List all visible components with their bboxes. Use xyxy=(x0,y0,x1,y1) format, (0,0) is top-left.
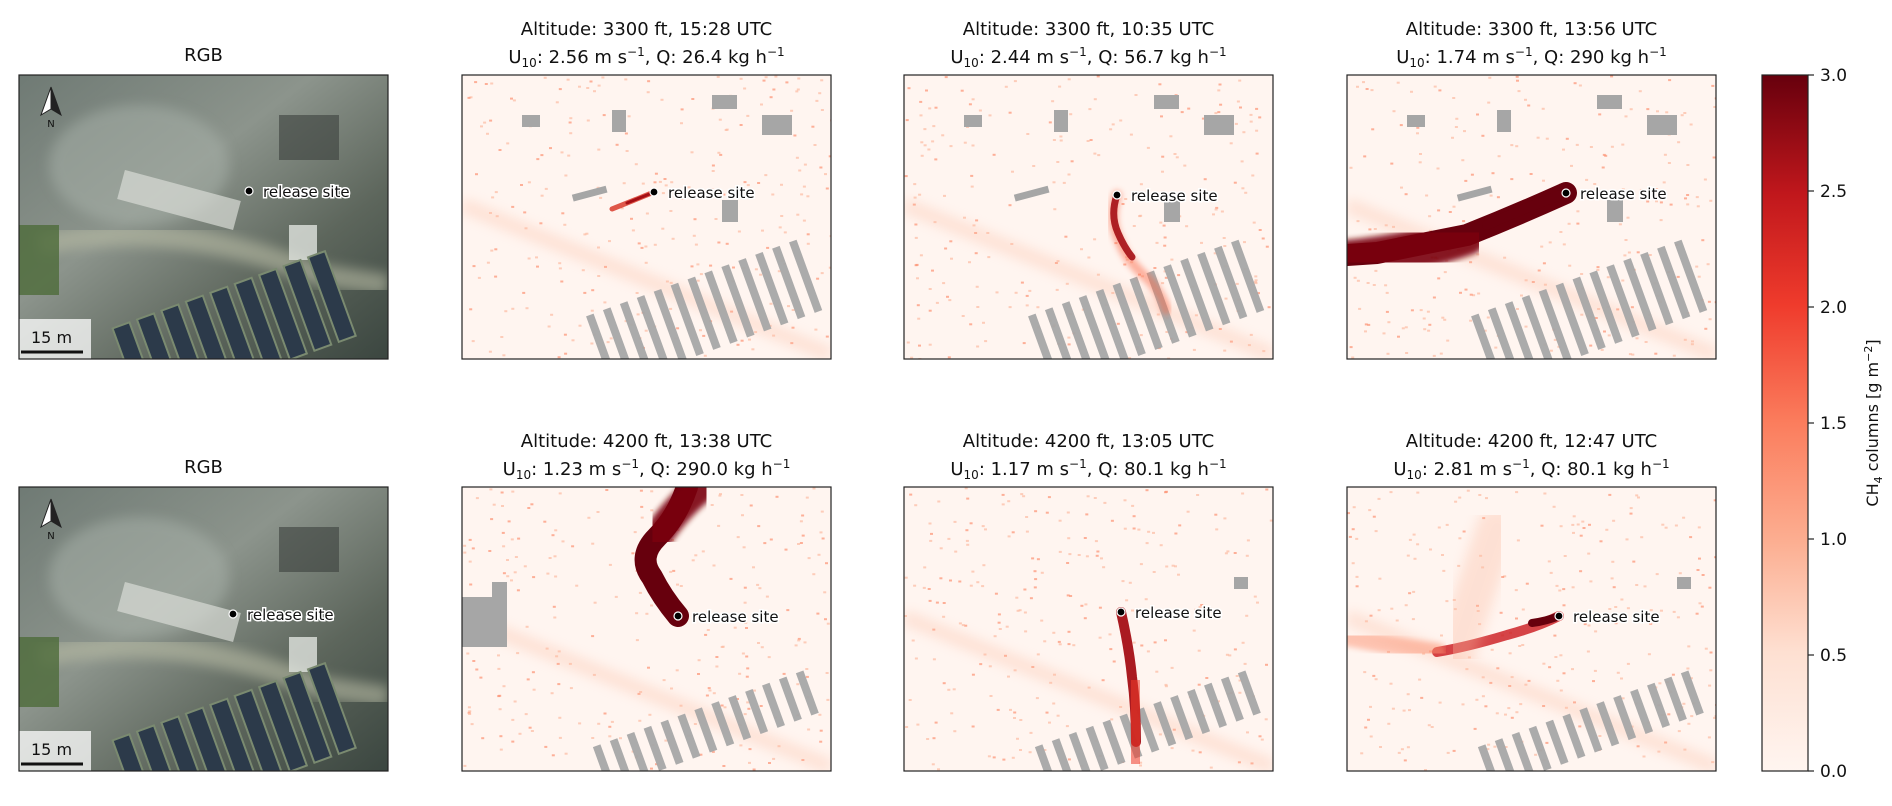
panel-frame xyxy=(461,486,832,772)
release-site-label: release site xyxy=(668,184,755,202)
no-data-mask xyxy=(1407,95,1708,359)
methane-plume xyxy=(1347,507,1564,667)
scale-bar-label: 15 m xyxy=(31,740,72,759)
ch4-panel: release site xyxy=(1346,74,1717,360)
ch4-panel: release site xyxy=(461,486,832,772)
north-label: N xyxy=(47,531,54,542)
methane-plume xyxy=(1116,607,1154,771)
panel-title: Altitude: 3300 ft, 13:56 UTC xyxy=(1406,19,1657,40)
methane-plume xyxy=(609,189,657,212)
panel-frame xyxy=(903,74,1274,360)
no-data-mask xyxy=(522,95,823,359)
ch4-panel: release site xyxy=(903,74,1274,360)
colorbar-tick-label: 1.0 xyxy=(1820,530,1847,550)
release-site-marker xyxy=(1116,607,1126,617)
ch4-panel: release site xyxy=(461,74,832,360)
solar-array xyxy=(111,661,357,771)
release-site-label: release site xyxy=(1580,185,1667,203)
methane-plume xyxy=(1108,190,1171,315)
colorbar-tick-label: 2.0 xyxy=(1820,298,1847,318)
no-data-mask xyxy=(1477,577,1704,771)
north-arrow-icon: N xyxy=(40,86,62,130)
release-site-label: release site xyxy=(1135,604,1222,622)
ch4-field xyxy=(904,487,1273,771)
ch4-panel: release site xyxy=(1346,486,1717,772)
panel-frame xyxy=(461,74,832,360)
release-site-label: release site xyxy=(1131,187,1218,205)
colorbar-tick-label: 3.0 xyxy=(1820,66,1847,86)
north-arrow-icon: N xyxy=(40,498,62,542)
noise xyxy=(904,487,1273,771)
colorbar: 0.0 0.5 1.0 1.5 2.0 2.5 3.0 CH4 columns [g m−2] xyxy=(1761,66,1885,782)
panel-subtitle: U10: 1.74 m s−1, Q: 290 kg h−1 xyxy=(1396,45,1667,70)
panel-title: RGB xyxy=(184,45,223,66)
colorbar-label: CH4 columns [g m−2] xyxy=(1862,339,1885,506)
colorbar-tick-label: 1.5 xyxy=(1820,414,1847,434)
release-site-marker xyxy=(1561,188,1571,198)
colorbar-tick-label: 0.5 xyxy=(1820,646,1847,666)
panel-frame xyxy=(1346,74,1717,360)
panel-subtitle: U10: 1.23 m s−1, Q: 290.0 kg h−1 xyxy=(503,457,791,482)
panel-subtitle: U10: 2.44 m s−1, Q: 56.7 kg h−1 xyxy=(950,45,1226,70)
release-site-marker xyxy=(1112,190,1122,200)
panel-frame xyxy=(18,74,389,360)
release-site-label: release site xyxy=(1573,608,1660,626)
panel-subtitle: U10: 1.17 m s−1, Q: 80.1 kg h−1 xyxy=(950,457,1226,482)
panel-subtitle: U10: 2.56 m s−1, Q: 26.4 kg h−1 xyxy=(508,45,784,70)
release-site-label: release site xyxy=(247,606,334,624)
panel-title: Altitude: 3300 ft, 10:35 UTC xyxy=(963,19,1214,40)
release-site-label: release site xyxy=(263,183,350,201)
methane-plume xyxy=(1347,182,1577,280)
solar-array xyxy=(111,249,357,359)
north-label: N xyxy=(47,119,54,130)
colorbar-tick-label: 0.0 xyxy=(1820,762,1847,782)
release-site-label: release site xyxy=(692,608,779,626)
no-data-mask xyxy=(964,95,1265,359)
panel-frame xyxy=(1346,486,1717,772)
release-site-marker xyxy=(228,609,238,619)
release-site-marker xyxy=(673,611,683,621)
no-data-mask xyxy=(462,582,819,771)
release-site-marker xyxy=(244,186,254,196)
panel-frame xyxy=(903,486,1274,772)
colorbar-gradient xyxy=(1761,74,1809,772)
colorbar-tick-label: 2.5 xyxy=(1820,182,1847,202)
ch4-panel: release site xyxy=(903,486,1274,772)
panel-subtitle: U10: 2.81 m s−1, Q: 80.1 kg h−1 xyxy=(1393,457,1669,482)
panel-title: Altitude: 4200 ft, 13:05 UTC xyxy=(963,431,1214,452)
panel-title: Altitude: 4200 ft, 12:47 UTC xyxy=(1406,431,1657,452)
scale-bar-label: 15 m xyxy=(31,328,72,347)
methane-plume xyxy=(634,487,717,627)
rgb-panel: N 15 m release site xyxy=(18,74,389,360)
rgb-panel: N 15 m release site xyxy=(18,486,389,772)
release-site-marker xyxy=(1554,611,1564,621)
panel-frame xyxy=(18,486,389,772)
release-site-marker xyxy=(649,187,659,197)
panel-title: RGB xyxy=(184,457,223,478)
panel-title: Altitude: 3300 ft, 15:28 UTC xyxy=(521,19,772,40)
panel-title: Altitude: 4200 ft, 13:38 UTC xyxy=(521,431,772,452)
